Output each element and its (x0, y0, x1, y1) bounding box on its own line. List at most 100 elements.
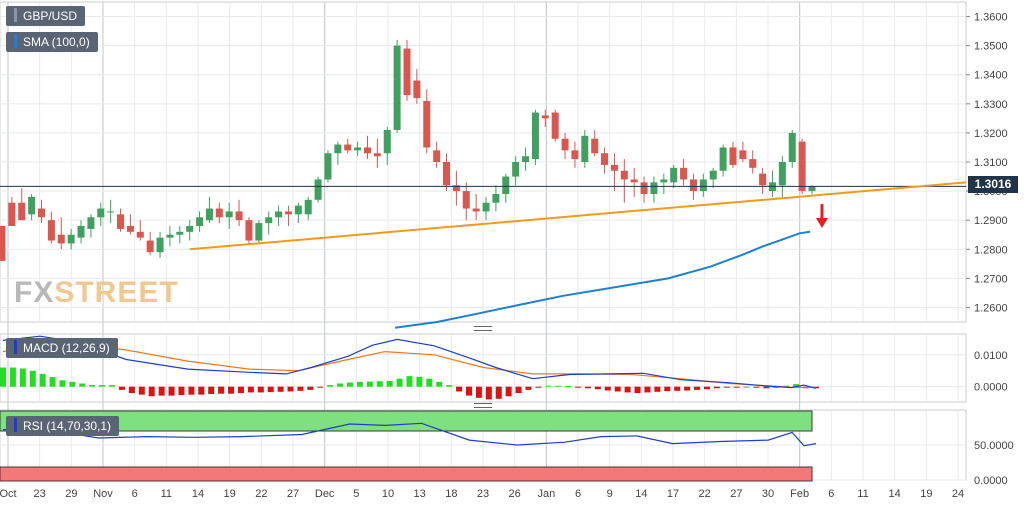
candle-body (8, 202, 16, 226)
candle-body (363, 147, 371, 154)
candle-body (107, 211, 115, 213)
macd-histogram-bar (555, 385, 562, 387)
macd-histogram-bar (128, 386, 135, 394)
macd-histogram-bar (465, 386, 472, 396)
candle-body (561, 138, 569, 151)
candle-body (680, 167, 688, 180)
candle-body (245, 220, 253, 241)
macd-histogram-bar (515, 386, 522, 394)
candle-body (0, 226, 6, 261)
macd-tick-label: 0.0000 (974, 382, 1008, 394)
candle-body (314, 179, 322, 200)
candle-body (620, 170, 628, 180)
macd-histogram-bar (614, 386, 621, 392)
macd-histogram-bar (684, 386, 691, 391)
macd-histogram-bar (89, 385, 96, 387)
x-tick-label: 30 (762, 488, 774, 500)
x-tick-label: 6 (575, 488, 581, 500)
x-tick-label: 26 (509, 488, 521, 500)
candle-body (156, 237, 164, 253)
rsi-overbought-zone (0, 410, 813, 432)
macd-histogram-bar (168, 386, 175, 396)
symbol-swatch (14, 8, 17, 22)
candle-body (205, 208, 213, 221)
macd-histogram-bar (446, 385, 453, 387)
macd-histogram-bar (416, 376, 423, 387)
macd-histogram-bar (69, 381, 76, 387)
x-tick-label: 29 (65, 488, 77, 500)
macd-histogram-bar (198, 386, 205, 395)
macd-histogram-bar (723, 386, 730, 388)
macd-histogram-bar (39, 373, 46, 387)
candle-body (601, 153, 609, 165)
candle-body (284, 211, 292, 215)
macd-histogram-bar (475, 386, 482, 398)
x-tick-label: 14 (889, 488, 901, 500)
macd-histogram-bar (654, 386, 661, 392)
macd-histogram-bar (783, 385, 790, 387)
macd-histogram-bar (337, 383, 344, 387)
candle-body (393, 45, 401, 130)
macd-resize-handle[interactable] (474, 326, 492, 331)
x-tick-label: 14 (635, 488, 647, 500)
sma-tag: SMA (100,0) (6, 32, 98, 52)
macd-histogram-bar (733, 386, 740, 388)
candle-body (512, 162, 520, 177)
current-price-badge: 1.3016 (968, 176, 1018, 193)
symbol-tag: GBP/USD (6, 6, 86, 26)
macd-tick-label: 0.0100 (974, 350, 1008, 362)
macd-histogram-bar (624, 386, 631, 393)
macd-histogram-bar (664, 386, 671, 392)
x-tick-label: 23 (477, 488, 489, 500)
macd-histogram-bar (426, 378, 433, 387)
candle-body (294, 205, 302, 215)
macd-histogram-bar (148, 386, 155, 397)
x-tick-label: 22 (699, 488, 711, 500)
candle-body (650, 182, 658, 194)
macd-histogram-bar (505, 386, 512, 397)
macd-histogram-bar (277, 386, 284, 392)
candle-body (660, 179, 668, 183)
macd-histogram-bar (545, 385, 552, 387)
sma-label: SMA (100,0) (23, 35, 90, 49)
macd-histogram-bar (297, 386, 304, 391)
candle-body (551, 112, 559, 139)
macd-histogram-bar (29, 370, 36, 387)
x-tick-label: Oct (0, 488, 17, 500)
sma-line (394, 230, 811, 329)
candle-body (709, 170, 717, 180)
price-tick-label: 1.2600 (974, 302, 1008, 314)
x-tick-label: 13 (414, 488, 426, 500)
candle-body (788, 132, 796, 162)
macd-histogram-bar (753, 386, 760, 388)
macd-histogram-bar (188, 386, 195, 395)
candle-body (126, 226, 134, 232)
price-tick-label: 1.3300 (974, 99, 1008, 111)
candle-body (581, 135, 589, 162)
candle-body (482, 202, 490, 212)
candle-body (136, 231, 144, 238)
x-tick-label: 22 (255, 488, 267, 500)
macd-histogram-bar (565, 386, 572, 388)
candle-body (186, 226, 194, 232)
candle-body (689, 179, 697, 192)
candle-body (749, 159, 757, 168)
price-tick-label: 1.3400 (974, 70, 1008, 82)
x-tick-label: 11 (857, 488, 868, 500)
sma-swatch (14, 34, 17, 48)
rsi-swatch (14, 418, 17, 432)
candle-body (87, 217, 95, 229)
x-tick-label: 23 (34, 488, 46, 500)
candle-body (176, 231, 184, 235)
rsi-resize-handle[interactable] (474, 403, 492, 408)
macd-histogram-bar (525, 386, 532, 390)
macd-histogram-bar (99, 385, 106, 387)
macd-histogram-bar (317, 386, 324, 388)
macd-histogram-bar (763, 386, 770, 389)
candle-body (630, 179, 638, 183)
rsi-oversold-zone (0, 466, 813, 482)
x-tick-label: 6 (828, 488, 834, 500)
x-tick-label: 9 (607, 488, 613, 500)
x-tick-label: 6 (132, 488, 138, 500)
